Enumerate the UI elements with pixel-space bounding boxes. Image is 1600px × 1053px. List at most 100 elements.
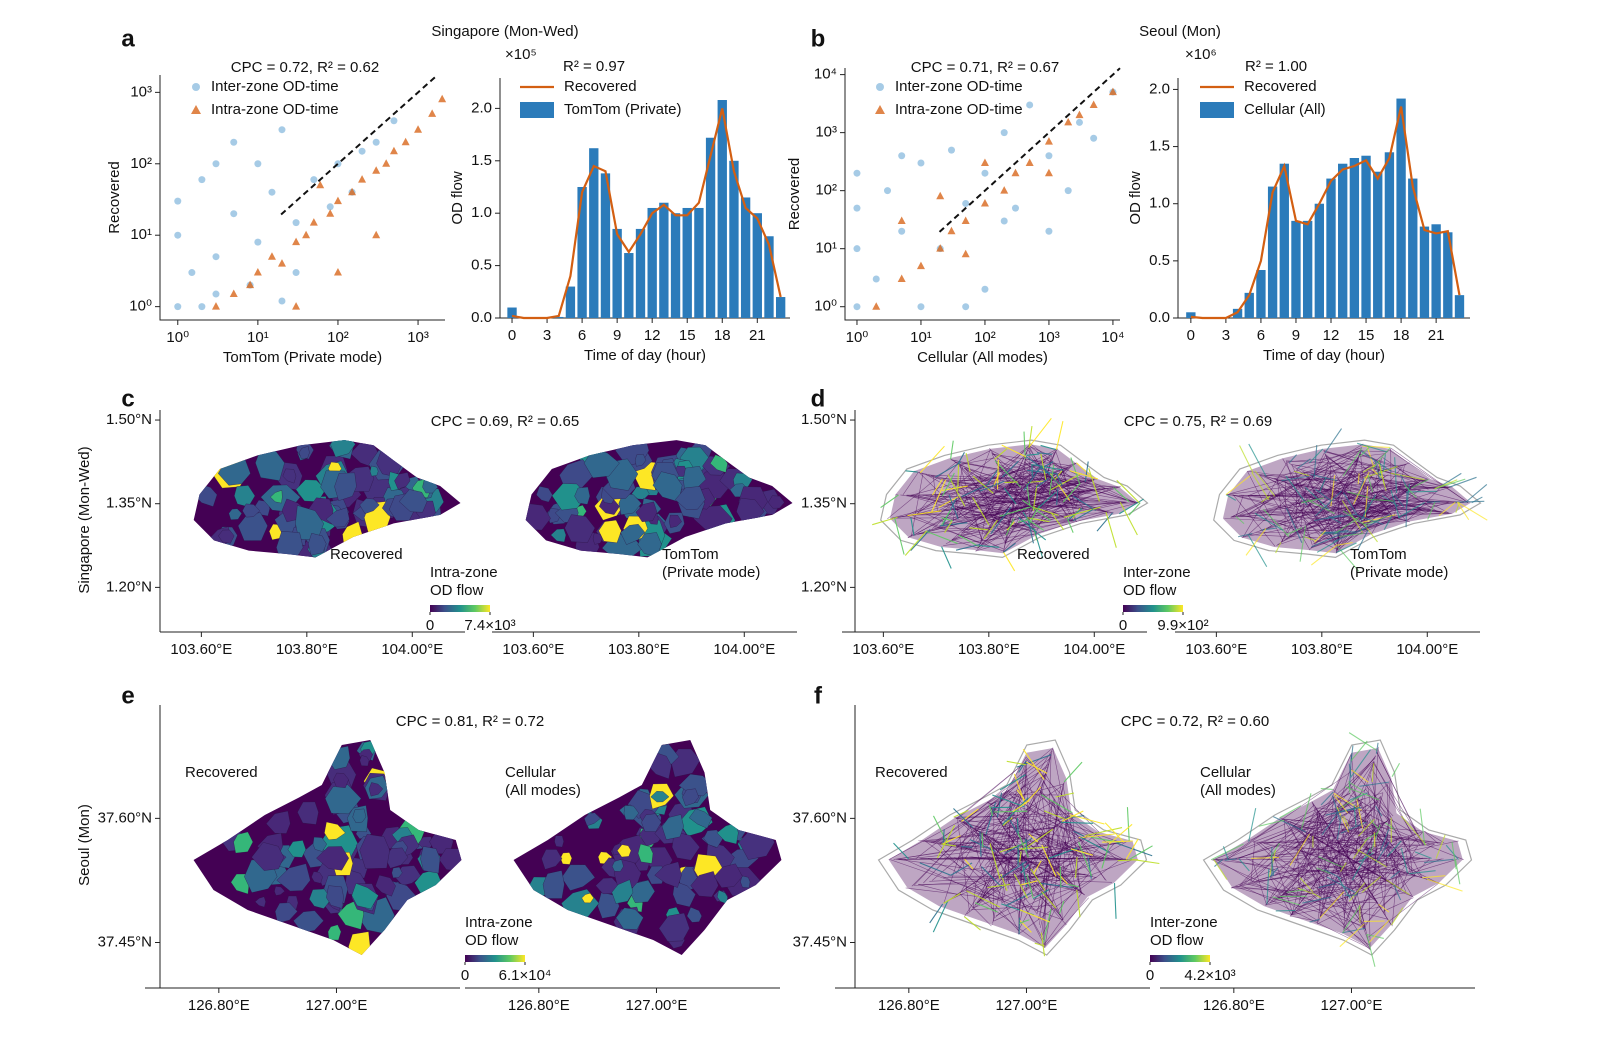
map-link: [1341, 829, 1388, 868]
legend-marker: [875, 105, 885, 114]
bar: [1454, 295, 1465, 318]
map-link: [1113, 487, 1130, 503]
map-link: [1434, 479, 1458, 490]
map-link: [956, 813, 1047, 819]
map-zone: [635, 501, 658, 522]
map-link: [995, 462, 1028, 505]
colorbar-title: OD flow: [1150, 932, 1204, 949]
x-tick-label: 10⁴: [1101, 329, 1124, 346]
annotation: CPC = 0.75, R² = 0.69: [1124, 413, 1272, 430]
map: [1213, 428, 1488, 572]
map-link: [1002, 551, 1016, 572]
map-link: [1275, 542, 1282, 554]
map-link: [1327, 835, 1371, 845]
map-link: [1022, 511, 1031, 524]
map-link: [1002, 817, 1013, 826]
map-link: [974, 834, 1019, 906]
legend-label: Intra-zone OD-time: [211, 101, 339, 118]
map-link: [957, 496, 968, 520]
map-zone: [564, 514, 596, 543]
colorbar: [465, 955, 525, 962]
map-zone: [592, 532, 603, 545]
map-link: [1224, 858, 1237, 861]
map-zones: [527, 743, 775, 949]
map-link: [1266, 868, 1270, 905]
map-link: [1043, 781, 1106, 881]
map-link: [1255, 531, 1371, 534]
scatter-point: [212, 290, 220, 298]
x-tick-label: 10³: [407, 329, 429, 346]
map-link: [1320, 814, 1392, 926]
bar: [1256, 270, 1266, 318]
map-zone: [298, 446, 310, 459]
map-link: [941, 546, 952, 569]
scatter-point: [174, 197, 182, 205]
bar: [554, 316, 564, 318]
scatter-point: [292, 269, 300, 277]
map-zone: [598, 519, 622, 543]
map-link: [1350, 782, 1364, 792]
map-link: [1345, 786, 1380, 801]
map-link: [1003, 487, 1017, 505]
map-link: [1248, 808, 1257, 842]
map-link: [1249, 534, 1339, 540]
y-tick-label: 1.0: [1149, 195, 1170, 212]
map-link: [1024, 811, 1032, 889]
map-link: [1287, 458, 1328, 463]
map-link: [1353, 804, 1357, 827]
map-outline: [1213, 439, 1482, 559]
annotation: CPC = 0.72, R² = 0.60: [1121, 713, 1269, 730]
map-link: [1343, 835, 1436, 883]
map-link: [1235, 814, 1371, 860]
map-link: [1364, 845, 1418, 927]
map-link: [1006, 760, 1027, 766]
map-link: [1373, 808, 1407, 893]
map-zone: [251, 842, 284, 871]
map-link: [925, 841, 1119, 860]
bar: [1361, 155, 1371, 318]
map-link: [1052, 802, 1083, 894]
map-link: [1310, 827, 1364, 835]
bar: [507, 307, 517, 318]
map-link: [1101, 843, 1110, 869]
map-link: [1016, 754, 1052, 768]
map-link: [1258, 819, 1285, 827]
map-link: [1316, 539, 1339, 553]
map-zone: [740, 875, 751, 889]
map-zone: [276, 863, 311, 892]
map-link: [1078, 833, 1115, 839]
map-name: Cellular: [505, 764, 556, 781]
map-link: [1040, 794, 1073, 814]
scatter-point: [333, 196, 342, 205]
y-tick-label: 10⁰: [129, 298, 152, 315]
map-link: [1018, 760, 1027, 773]
map-link: [1030, 868, 1046, 892]
map-link: [1005, 892, 1033, 907]
panel-letter: e: [121, 682, 134, 709]
map-link: [1352, 837, 1369, 859]
map-link: [1351, 769, 1369, 783]
map-link: [1067, 883, 1079, 888]
y-tick-label: 10⁴: [814, 66, 837, 83]
map-link: [1299, 877, 1314, 893]
scatter-point: [1108, 87, 1117, 96]
bar: [659, 202, 669, 318]
x-tick-label: 104.00°E: [1063, 641, 1125, 658]
map-link: [907, 472, 1036, 539]
map-link: [1020, 864, 1030, 874]
bar: [600, 173, 611, 318]
map-zone: [309, 888, 332, 909]
map-link: [1360, 481, 1396, 488]
map-link: [929, 903, 944, 924]
map-link: [1238, 844, 1273, 860]
bar: [1373, 171, 1383, 318]
map-zone: [255, 448, 285, 481]
map-link: [993, 810, 1028, 813]
map-link: [1117, 859, 1139, 862]
map-link: [1358, 818, 1375, 837]
map-link: [1001, 444, 1027, 458]
map-link: [1299, 525, 1307, 562]
scatter-point: [1044, 168, 1053, 177]
bar: [589, 148, 599, 318]
map-link: [1401, 873, 1408, 890]
